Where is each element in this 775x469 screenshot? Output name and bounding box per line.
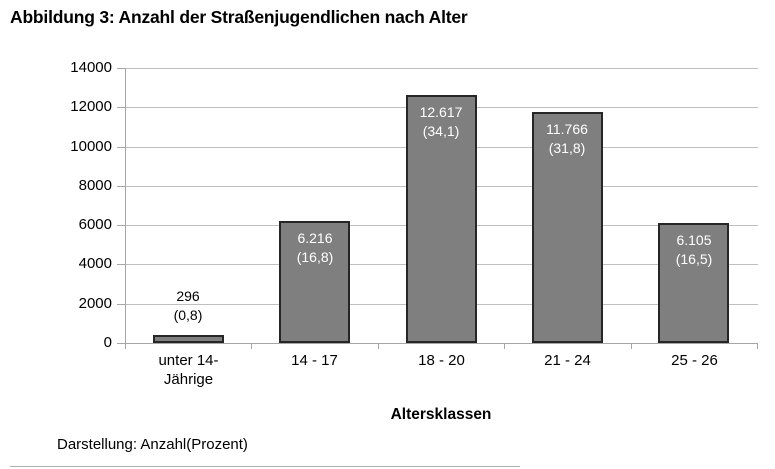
y-tick-label: 4000: [78, 255, 112, 272]
y-tick-mark: [117, 147, 125, 148]
y-tick-mark: [117, 264, 125, 265]
figure-title: Abbildung 3: Anzahl der Straßenjugendlic…: [10, 7, 468, 27]
category-label: unter 14- Jährige: [158, 352, 219, 388]
bar-value-label: 11.766 (31,8): [546, 121, 588, 156]
caption: Darstellung: Anzahl(Prozent): [57, 436, 248, 453]
y-tick-label: 0: [103, 334, 112, 351]
x-tick-mark: [757, 344, 758, 349]
bar: [406, 95, 477, 343]
y-tick-label: 8000: [78, 177, 112, 194]
category-label: 25 - 26: [671, 352, 718, 369]
y-tick-label: 10000: [70, 138, 112, 155]
y-tick-mark: [117, 107, 125, 108]
category-label: 18 - 20: [418, 352, 465, 369]
bar: [153, 335, 224, 343]
bar-value-label: 6.216 (16,8): [296, 230, 334, 265]
x-axis-title: Altersklassen: [390, 406, 492, 423]
bar-value-label: 12.617 (34,1): [419, 104, 463, 139]
y-tick-label: 2000: [78, 295, 112, 312]
category-label: 21 - 24: [544, 352, 591, 369]
x-tick-mark: [125, 344, 126, 349]
x-tick-mark: [378, 344, 379, 349]
x-tick-mark: [251, 344, 252, 349]
y-tick-mark: [117, 68, 125, 69]
category-label: 14 - 17: [291, 352, 338, 369]
y-tick-mark: [117, 343, 125, 344]
y-tick-label: 6000: [78, 216, 112, 233]
y-tick-label: 14000: [70, 59, 112, 76]
divider: [10, 466, 520, 467]
y-tick-mark: [117, 304, 125, 305]
y-tick-mark: [117, 225, 125, 226]
bar: [532, 112, 603, 343]
x-tick-mark: [631, 344, 632, 349]
y-tick-mark: [117, 186, 125, 187]
bar: [279, 221, 350, 343]
bar-value-label: 6.105 (16,5): [675, 232, 713, 267]
gridline: [126, 68, 758, 69]
x-tick-mark: [504, 344, 505, 349]
y-tick-label: 12000: [70, 98, 112, 115]
bar-value-label: 296 (0,8): [173, 288, 203, 323]
bar: [658, 223, 729, 343]
